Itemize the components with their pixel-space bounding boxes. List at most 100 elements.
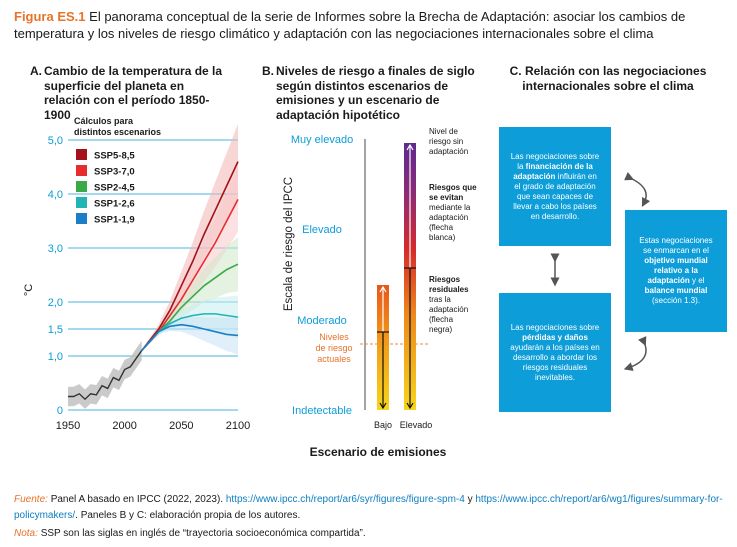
box2-bold2: balance mundial (644, 286, 708, 295)
panel-b-title: B. Niveles de riesgo a finales de siglo … (262, 64, 490, 122)
source-link-1[interactable]: https://www.ipcc.ch/report/ar6/syr/figur… (225, 494, 465, 505)
box-loss-damage: Las negociaciones sobre pérdidas y daños… (499, 293, 611, 412)
y-tick-label: 5,0 (48, 135, 63, 147)
risk-axis-label: Escala de riesgo del IPCC (283, 177, 295, 311)
legend-label: SSP1-1,9 (94, 215, 135, 226)
box-adaptation-finance-text: Las negociaciones sobre la financiación … (509, 152, 601, 222)
risk-level-label: Muy elevado (291, 134, 353, 146)
source-and: y (467, 494, 473, 505)
y-tick-label: 2,0 (48, 297, 63, 309)
legend-label: SSP3-7,0 (94, 167, 135, 178)
y-axis-label: °C (23, 284, 35, 296)
legend-swatch (76, 165, 87, 176)
series-line (141, 323, 239, 352)
y-tick-label: 3,0 (48, 243, 63, 255)
box-global-goal: Estas negociaciones se enmarcan en el ob… (625, 210, 727, 332)
legend-swatch (76, 213, 87, 224)
annotation-line: (flecha (429, 223, 454, 232)
figure-title: Figura ES.1 El panorama conceptual de la… (14, 8, 726, 42)
box-adaptation-finance: Las negociaciones sobre la financiación … (499, 127, 611, 246)
note-text: SSP son las siglas en inglés de “trayect… (40, 528, 366, 539)
panel-c-title: C. Relación con las negociaciones intern… (503, 64, 713, 93)
y-tick-label: 0 (57, 405, 63, 417)
x-tick-label: 2000 (112, 420, 136, 432)
legend-swatch (76, 149, 87, 160)
legend-title-part: distintos escenarios (74, 127, 161, 137)
risk-level-label: Indetectable (292, 405, 352, 417)
series-lines (68, 161, 239, 401)
figure-title-text: El panorama conceptual de la serie de In… (14, 9, 686, 41)
box1-post: influirán en el grado de adaptación que … (513, 171, 597, 221)
curved-arrow-icon (624, 172, 651, 207)
current-risk-label-line: Niveles (319, 332, 349, 342)
risk-bars: Bajo Elevado (374, 143, 432, 430)
box2-mid: y el (689, 276, 705, 285)
current-risk-label-line: de riesgo (315, 343, 352, 353)
y-tick-label: 1,0 (48, 351, 63, 363)
panel-b-title-text: Niveles de riesgo a finales de siglo seg… (276, 64, 475, 122)
panel-b-letter: B. (262, 64, 274, 78)
legend: SSP5-8,5 SSP3-7,0 SSP2-4,5 SSP1-2,6 SSP1-1,9 (76, 149, 135, 226)
annotation-text: Riesgos que se evitan (429, 183, 477, 202)
panel-a-title-text: Cambio de la temperatura de la superfici… (44, 64, 223, 122)
annotation-text: tras la adaptación (flecha negra) (429, 295, 468, 334)
x-tick-label: 1950 (56, 420, 80, 432)
annotation-line: tras la (429, 295, 451, 304)
risk-axis: Indetectable Moderado Elevado Muy elevado Ni… (291, 134, 430, 417)
box3-pre: Las negociaciones sobre (510, 322, 600, 332)
annotation-line: Nivel de (429, 127, 458, 136)
source-label: Fuente: (14, 494, 48, 505)
series-line (141, 313, 239, 352)
source-link-2[interactable]: https://www.ipcc.ch/report/ar6/wg1/figur… (14, 494, 723, 521)
box3-bold: pérdidas y daños (522, 332, 588, 342)
y-tick-label: 1,5 (48, 324, 63, 336)
arrow-head-icon (379, 285, 387, 293)
box1-pre: Las negociaciones sobre la (510, 151, 600, 171)
annotation-line: Riesgos (429, 275, 461, 284)
x-tick-label: 2100 (226, 420, 250, 432)
box2-post: (sección 1.3). (651, 296, 701, 305)
curved-arrow-icon (623, 336, 647, 371)
annotation-line: adaptación (429, 305, 468, 314)
y-tick-label: 4,0 (48, 189, 63, 201)
series-line (141, 161, 239, 352)
legend-swatch (76, 181, 87, 192)
annotations: Nivel de riesgo sin adaptación Riesgos que s… (429, 127, 477, 334)
panel-c-letter: C. (509, 64, 522, 78)
annotation-text: mediante la adaptación (flecha blanca) (429, 203, 471, 242)
arrow-head-icon (406, 143, 414, 151)
source-line: Fuente: Panel A basado en IPCC (2022, 20… (14, 492, 726, 524)
figure-label: Figura ES.1 (14, 9, 86, 24)
box2-bold: objetivo mundial relativo a la adaptació… (644, 256, 708, 285)
current-risk-label-line: actuales (317, 354, 351, 364)
annotation-line: adaptación (429, 213, 468, 222)
x-tick-label: 2050 (169, 420, 193, 432)
emissions-axis-label: Escenario de emisiones (310, 445, 447, 459)
annotation-line: blanca) (429, 233, 456, 242)
annotation-line: mediante la (429, 203, 471, 212)
note-line: Nota: SSP son las siglas en inglés de “t… (14, 526, 726, 542)
box-global-goal-text: Estas negociaciones se enmarcan en el ob… (635, 236, 717, 306)
panel-a-title: A. Cambio de la temperatura de la superf… (30, 64, 230, 122)
note-label: Nota: (14, 528, 38, 539)
annotation-line: riesgo sin (429, 137, 463, 146)
legend-swatch (76, 197, 87, 208)
box2-pre: Estas negociaciones se enmarcan en el (639, 236, 713, 255)
category-label: Bajo (374, 420, 392, 430)
historical-band (68, 340, 142, 409)
annotation-line: Riesgos que (429, 183, 477, 192)
risk-level-label: Elevado (302, 224, 342, 236)
panel-c-title-text: Relación con las negociaciones internaci… (522, 64, 707, 93)
series-line (141, 199, 239, 352)
legend-label: SSP1-2,6 (94, 199, 135, 210)
annotation-line: se evitan (429, 193, 463, 202)
risk-level-label: Moderado (297, 315, 347, 327)
annotation-text: Riesgos residuales (429, 275, 469, 294)
annotation-line: residuales (429, 285, 469, 294)
box1-bold: financiación de la adaptación (513, 161, 593, 181)
legend-label: SSP5-8,5 (94, 151, 135, 162)
box-loss-damage-text: Las negociaciones sobre pérdidas y daños… (509, 323, 601, 383)
